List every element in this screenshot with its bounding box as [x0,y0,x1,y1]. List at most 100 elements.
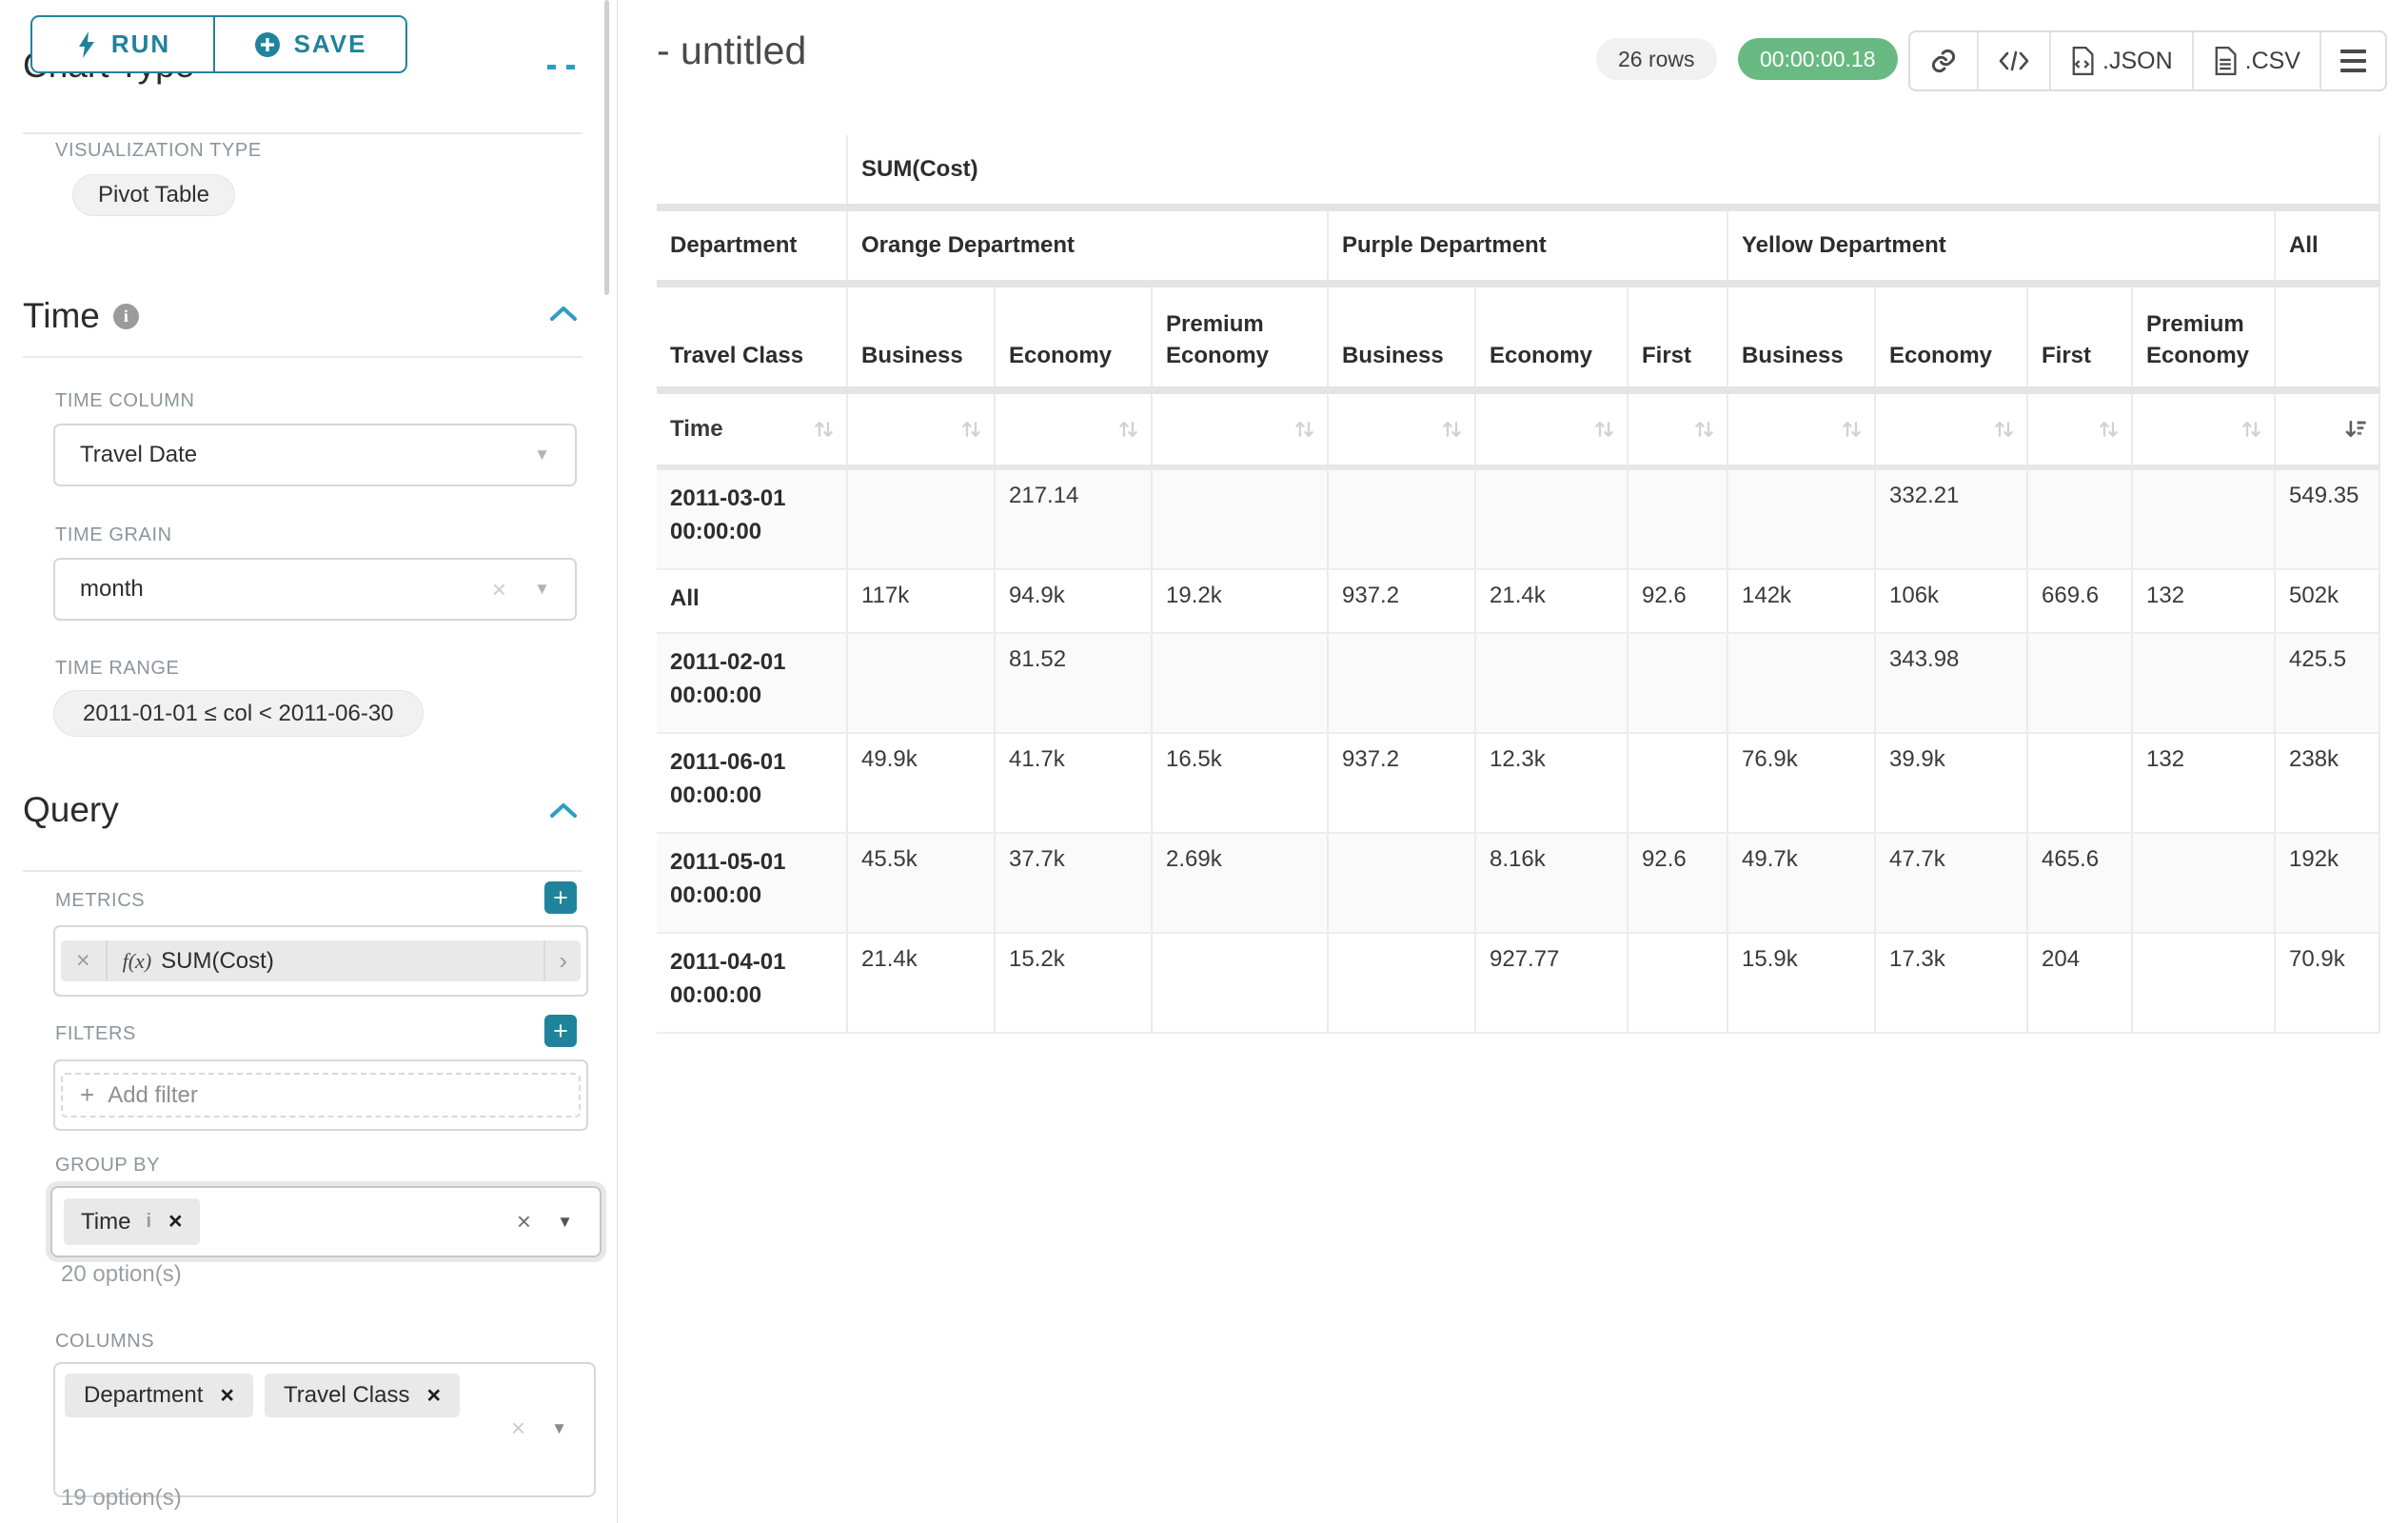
value-cell: 45.5k [847,833,996,934]
group-by-select[interactable]: Time i × × ▼ [50,1186,602,1257]
menu-button[interactable] [2319,32,2385,89]
row-header: 2011-02-01 00:00:00 [657,633,848,734]
value-cell: 92.6 [1628,833,1728,934]
time-column-label: TIME COLUMN [55,390,195,411]
visualization-type-label: VISUALIZATION TYPE [55,140,262,161]
sort-arrows-icon[interactable] [1439,417,1465,443]
sort-descending-icon[interactable] [2343,417,2369,443]
columns-chip[interactable]: Department × [65,1374,253,1417]
add-filter-plus-button[interactable]: + [544,1015,577,1047]
value-cell: 502k [2275,569,2381,634]
column-sorter[interactable] [2275,390,2381,470]
clear-icon[interactable]: × [510,1414,525,1442]
metric-chip[interactable]: × f(x) SUM(Cost) › [61,940,581,981]
columns-label: COLUMNS [55,1331,155,1352]
columns-select[interactable]: Department × Travel Class × × ▼ [53,1362,596,1497]
row-header: All [657,569,848,634]
column-header: Economy [1875,284,2028,394]
pivot-table: SUM(Cost) Department Orange Department Purp… [657,135,2381,1034]
value-cell [1628,633,1728,734]
value-cell: 132 [2132,569,2276,634]
column-sorter[interactable] [1875,390,2028,470]
sort-arrows-icon[interactable] [2096,417,2122,443]
time-sort-header[interactable]: Time [657,390,848,470]
row-header: 2011-03-01 00:00:00 [657,467,848,570]
column-sorter[interactable] [1727,390,1876,470]
value-cell: 238k [2275,733,2381,834]
visualization-type-value[interactable]: Pivot Table [72,174,235,216]
column-group-header: Orange Department [847,208,1329,287]
divider [23,356,582,358]
share-link-button[interactable] [1910,32,1977,89]
clear-icon[interactable]: × [491,574,506,603]
sort-arrows-icon[interactable] [1839,417,1865,443]
remove-chip-icon[interactable]: × [220,1381,234,1409]
scrollbar-thumb[interactable] [604,0,609,295]
time-grain-label: TIME GRAIN [55,524,172,545]
metric-header: SUM(Cost) [847,135,2381,211]
column-header: Premium Economy [1152,284,1329,394]
column-sorter[interactable] [995,390,1153,470]
column-sorter[interactable] [1475,390,1628,470]
value-cell [847,633,996,734]
clear-icon[interactable]: × [516,1207,531,1236]
columns-chip[interactable]: Travel Class × [265,1374,461,1417]
sort-arrows-icon[interactable] [1991,417,2017,443]
value-cell [1475,633,1628,734]
time-range-label: TIME RANGE [55,658,180,679]
value-cell: 142k [1727,569,1876,634]
value-cell: 192k [2275,833,2381,934]
value-cell: 937.2 [1328,569,1476,634]
column-sorter[interactable] [2132,390,2276,470]
value-cell [2132,467,2276,570]
sort-arrows-icon[interactable] [811,417,837,443]
query-section-header: Query [23,790,119,830]
time-range-value[interactable]: 2011-01-01 ≤ col < 2011-06-30 [53,690,424,737]
value-cell [1328,933,1476,1034]
query-timer-badge: 00:00:00.18 [1738,38,1898,80]
chart-title[interactable]: - untitled [657,29,807,72]
value-cell: 937.2 [1328,733,1476,834]
value-cell [1727,467,1876,570]
column-group-header: Purple Department [1328,208,1728,287]
sort-arrows-icon[interactable] [1292,417,1317,443]
row-header: 2011-05-01 00:00:00 [657,833,848,934]
column-sorter[interactable] [2027,390,2133,470]
lightning-icon [78,30,94,58]
chevron-right-icon[interactable]: › [543,940,581,981]
remove-chip-icon[interactable]: × [168,1208,183,1235]
chevron-up-icon[interactable] [547,65,556,69]
save-button[interactable]: SAVE [214,15,407,73]
export-csv-button[interactable]: .CSV [2191,32,2319,89]
export-json-button[interactable]: .JSON [2049,32,2192,89]
chevron-up-icon[interactable] [566,65,575,69]
remove-chip-icon[interactable]: × [426,1381,442,1409]
column-sorter[interactable] [1628,390,1728,470]
remove-metric-icon[interactable]: × [61,940,108,981]
time-grain-select[interactable]: month × ▼ [53,558,577,621]
group-by-chip[interactable]: Time i × [64,1198,200,1245]
info-icon: i [146,1211,152,1232]
sort-arrows-icon[interactable] [2239,417,2264,443]
sort-arrows-icon[interactable] [1115,417,1141,443]
embed-code-button[interactable] [1977,32,2049,89]
add-filter-button[interactable]: + Add filter [61,1073,581,1118]
run-button[interactable]: RUN [30,15,214,73]
value-cell: 76.9k [1727,733,1876,834]
sort-arrows-icon[interactable] [1691,417,1717,443]
query-section-title: Query [23,790,119,829]
value-cell [847,467,996,570]
column-header: First [2027,284,2133,394]
chevron-up-icon[interactable] [549,801,578,819]
column-sorter[interactable] [1152,390,1329,470]
time-grain-value: month [80,576,144,602]
chevron-down-icon: ▼ [557,1212,573,1231]
column-sorter[interactable] [1328,390,1476,470]
time-column-select[interactable]: Travel Date ▼ [53,424,577,486]
sort-arrows-icon[interactable] [1591,417,1617,443]
sort-arrows-icon[interactable] [958,417,984,443]
value-cell [1152,633,1329,734]
chevron-up-icon[interactable] [549,305,578,322]
column-sorter[interactable] [847,390,996,470]
add-metric-button[interactable]: + [544,881,577,914]
